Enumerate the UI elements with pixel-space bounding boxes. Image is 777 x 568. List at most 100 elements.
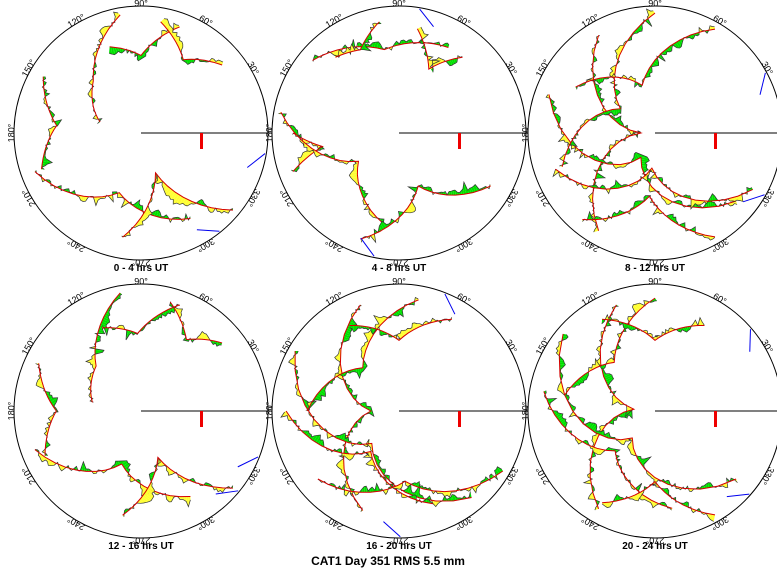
residual-line bbox=[565, 300, 657, 397]
residual-fill bbox=[95, 350, 104, 353]
residual-fill bbox=[379, 467, 382, 470]
residual-fill bbox=[420, 33, 429, 38]
residual-fill bbox=[406, 40, 409, 44]
residual-fill bbox=[619, 465, 622, 469]
residual-fill bbox=[699, 200, 703, 205]
residual-fill bbox=[129, 477, 134, 483]
scale-bar bbox=[458, 411, 461, 427]
residual-fill bbox=[219, 209, 222, 214]
residual-fill bbox=[304, 150, 311, 157]
skyplot-panel: 0°30°60°90°120°150°180°210°240°270°300°3… bbox=[264, 276, 533, 552]
residual-fill bbox=[614, 212, 618, 217]
residual-fill bbox=[160, 18, 168, 24]
low-elevation-track bbox=[246, 153, 266, 168]
satellite-track bbox=[41, 76, 58, 170]
residual-fill bbox=[641, 158, 650, 162]
residual-fill bbox=[315, 394, 322, 401]
residual-fill bbox=[351, 325, 354, 332]
azimuth-label: 270° bbox=[389, 536, 408, 546]
residual-fill bbox=[112, 47, 116, 55]
satellite-track bbox=[285, 410, 433, 505]
residual-fill bbox=[137, 54, 141, 61]
low-elevation-track bbox=[726, 493, 750, 498]
residual-fill bbox=[360, 346, 367, 351]
residual-fill bbox=[645, 173, 649, 177]
satellite-track bbox=[543, 391, 673, 509]
residual-fill bbox=[561, 132, 565, 135]
residual-fill bbox=[48, 460, 54, 466]
residual-fill bbox=[643, 197, 647, 202]
residual-fill bbox=[309, 413, 312, 417]
residual-fill bbox=[635, 152, 648, 159]
residual-fill bbox=[320, 388, 326, 394]
residual-fill bbox=[583, 185, 588, 189]
residual-fill bbox=[616, 345, 621, 349]
residual-fill bbox=[406, 207, 414, 213]
residual-fill bbox=[358, 368, 362, 379]
residual-fill bbox=[145, 489, 154, 497]
satellite-track bbox=[589, 304, 636, 509]
residual-fill bbox=[613, 497, 617, 502]
residual-fill bbox=[678, 200, 682, 205]
residual-fill bbox=[374, 41, 379, 48]
residual-line bbox=[334, 305, 375, 512]
residual-fill bbox=[602, 77, 605, 83]
residual-fill bbox=[623, 41, 627, 44]
residual-fill bbox=[454, 58, 458, 64]
residual-fill bbox=[103, 314, 110, 320]
residual-fill bbox=[287, 414, 290, 419]
residual-fill bbox=[172, 32, 178, 39]
residual-fill bbox=[381, 316, 387, 321]
scale-bar bbox=[714, 411, 717, 427]
residual-fill bbox=[634, 152, 639, 160]
residual-fill bbox=[629, 325, 634, 331]
residual-fill bbox=[614, 50, 621, 56]
residual-fill bbox=[38, 373, 42, 376]
residual-fill bbox=[367, 35, 372, 40]
residual-fill bbox=[36, 449, 39, 453]
azimuth-label: 270° bbox=[389, 258, 408, 268]
residual-fill bbox=[102, 26, 109, 31]
residual-fill bbox=[179, 496, 183, 500]
residual-fill bbox=[80, 195, 84, 202]
residual-fill bbox=[724, 482, 728, 488]
residual-fill bbox=[377, 463, 380, 467]
satellite-track bbox=[564, 297, 656, 396]
residual-fill bbox=[166, 189, 174, 196]
residual-fill bbox=[134, 200, 140, 209]
residual-fill bbox=[141, 487, 148, 496]
residual-fill bbox=[712, 193, 716, 201]
residual-fill bbox=[428, 60, 440, 65]
residual-fill bbox=[599, 430, 604, 436]
residual-fill bbox=[553, 169, 558, 177]
residual-fill bbox=[401, 39, 405, 45]
residual-fill bbox=[379, 223, 384, 231]
residual-fill bbox=[635, 200, 641, 206]
satellite-track bbox=[555, 167, 754, 202]
residual-fill bbox=[448, 59, 452, 66]
azimuth-label: 90° bbox=[648, 276, 662, 286]
residual-fill bbox=[396, 491, 400, 494]
residual-fill bbox=[601, 319, 605, 324]
residual-fill bbox=[636, 27, 643, 32]
residual-fill bbox=[138, 219, 144, 225]
residual-fill bbox=[297, 157, 304, 163]
residual-fill bbox=[605, 376, 614, 383]
residual-fill bbox=[593, 427, 597, 433]
residual-fill bbox=[125, 508, 130, 512]
residual-fill bbox=[141, 327, 145, 331]
residual-fill bbox=[363, 332, 373, 338]
residual-fill bbox=[669, 214, 674, 221]
residual-fill bbox=[168, 470, 174, 476]
residual-fill bbox=[583, 374, 588, 380]
residual-fill bbox=[110, 46, 114, 55]
residual-fill bbox=[557, 386, 564, 391]
residual-line bbox=[163, 18, 224, 65]
residual-fill bbox=[621, 412, 628, 419]
residual-fill bbox=[355, 47, 358, 51]
residual-fill bbox=[164, 186, 170, 194]
residual-fill bbox=[343, 334, 351, 338]
residual-fill bbox=[376, 460, 381, 465]
residual-fill bbox=[559, 418, 566, 424]
residual-fill bbox=[305, 430, 310, 436]
